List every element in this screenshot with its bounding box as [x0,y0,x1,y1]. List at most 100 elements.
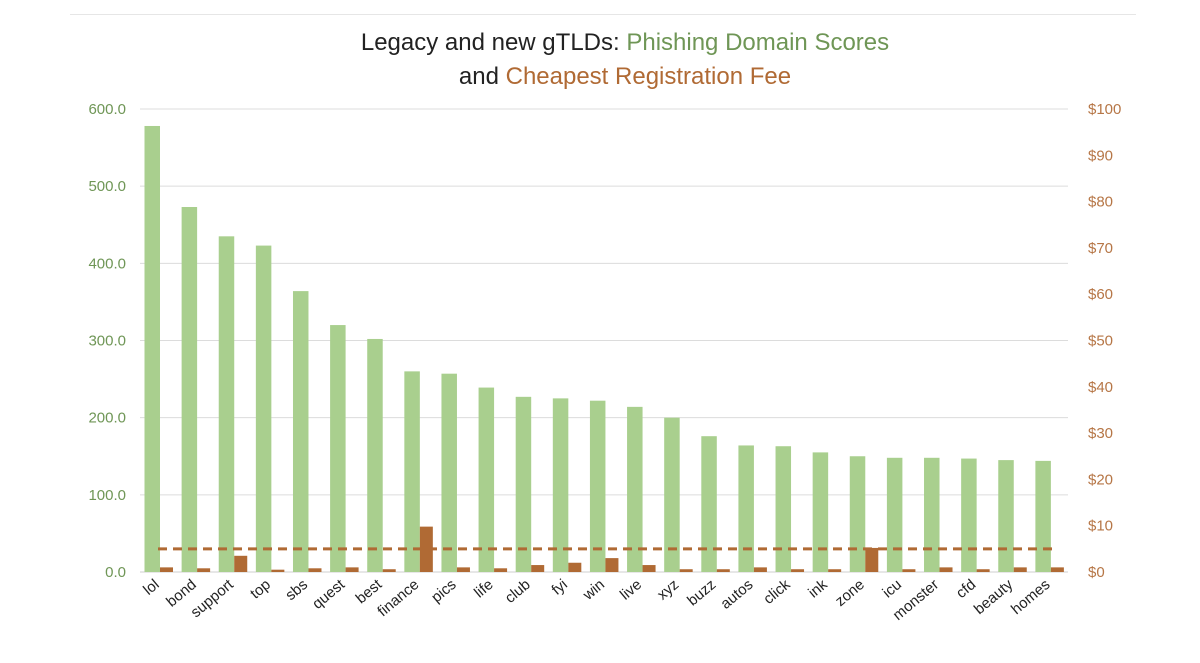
x-category-label: beauty [971,576,1017,618]
bar-phishing-score-xyz [664,417,680,572]
title-line-2: and Cheapest Registration Fee [0,60,1200,94]
bar-registration-fee-sbs [308,568,322,572]
bar-registration-fee-pics [456,567,470,572]
bar-phishing-score-beauty [998,460,1014,572]
bar-phishing-score-live [627,406,643,572]
bar-phishing-score-lol [144,125,160,572]
bar-registration-fee-monster [939,567,953,572]
x-category-label: quest [309,576,349,613]
bar-phishing-score-club [515,396,532,572]
y-right-tick-label: $70 [1088,240,1113,257]
y-right-tick-label: $30 [1088,425,1113,442]
bar-registration-fee-win [605,558,619,572]
x-category-label: buzz [684,576,719,609]
y-right-tick-label: $100 [1088,101,1121,118]
bar-registration-fee-zone [865,547,879,572]
bar-registration-fee-finance [419,526,433,572]
bar-registration-fee-support [234,555,248,572]
bar-registration-fee-fyi [568,562,582,572]
x-category-label: ink [805,576,831,602]
x-category-label: autos [717,576,756,613]
x-category-label: win [579,576,608,604]
y-right-tick-label: $20 [1088,471,1113,488]
bar-registration-fee-bond [197,568,211,572]
bar-phishing-score-finance [404,371,420,572]
x-category-label: live [617,576,645,603]
bar-registration-fee-live [642,565,656,572]
x-category-label: icu [879,576,905,601]
title-line-1: Legacy and new gTLDs: Phishing Domain Sc… [0,26,1200,60]
x-category-label: lol [140,576,162,599]
left-axis: 0.0 100.0 200.0 300.0 400.0 500.0 600.0 [88,101,126,581]
bar-phishing-score-autos [738,445,754,572]
bar-registration-fee-homes [1050,567,1064,572]
x-category-label: homes [1008,576,1053,618]
y-right-tick-label: $50 [1088,333,1113,350]
bar-registration-fee-club [531,565,545,572]
x-category-label: zone [832,576,868,610]
bar-registration-fee-top [271,569,285,572]
y-left-tick-label: 200.0 [88,410,126,427]
y-left-tick-label: 0.0 [105,564,126,581]
bar-registration-fee-autos [753,567,767,572]
y-left-tick-label: 600.0 [88,101,126,118]
top-divider [70,14,1136,15]
y-right-tick-label: $0 [1088,564,1105,581]
x-category-label: click [760,576,794,608]
x-category-label: top [247,576,274,602]
bar-registration-fee-ink [828,569,842,572]
x-category-label: finance [374,576,422,620]
bar-registration-fee-life [494,568,508,572]
bar-phishing-score-ink [812,452,829,572]
x-category-label: xyz [654,576,682,603]
y-right-tick-label: $10 [1088,518,1113,535]
chart-title: Legacy and new gTLDs: Phishing Domain Sc… [0,26,1200,94]
bar-registration-fee-buzz [716,569,730,572]
y-right-tick-label: $80 [1088,194,1113,211]
y-left-tick-label: 400.0 [88,255,126,272]
y-left-tick-label: 500.0 [88,178,126,195]
bar-phishing-score-click [775,446,792,572]
title-prefix-1: Legacy and new gTLDs: [360,29,627,56]
right-axis: $0 $10 $20 $30 $40 $50 $60 $70 $80 $90 $100 [1088,101,1121,581]
y-left-tick-label: 100.0 [88,487,126,504]
x-category-label: fyi [548,576,570,599]
title-highlight-fee: Cheapest Registration Fee [505,63,792,90]
x-category-label: sbs [282,576,311,604]
bar-phishing-score-support [218,236,235,572]
bar-phishing-score-monster [924,457,940,572]
bar-phishing-score-win [589,400,606,572]
x-category-label: club [502,576,534,607]
bar-phishing-score-homes [1035,460,1051,572]
bar-registration-fee-click [791,569,805,572]
bar-phishing-score-cfd [961,458,977,572]
bar-registration-fee-xyz [679,569,693,572]
bar-registration-fee-quest [345,567,359,572]
x-category-label: life [471,576,497,601]
title-prefix-2: and [458,63,506,90]
y-right-tick-label: $40 [1088,379,1113,396]
bar-phishing-score-zone [849,456,866,572]
bar-phishing-score-pics [441,373,457,572]
bar-phishing-score-life [478,387,495,572]
bar-phishing-score-sbs [292,291,309,572]
bar-registration-fee-icu [902,569,916,572]
bar-phishing-score-top [255,245,272,572]
x-category-label: support [188,576,238,622]
y-left-tick-label: 300.0 [88,333,126,350]
bar-phishing-score-buzz [701,436,717,572]
x-category-label: cfd [953,576,979,602]
x-category-label: pics [428,576,459,606]
bar-phishing-score-best [367,338,383,572]
bar-phishing-score-quest [330,325,346,572]
bar-phishing-score-icu [886,457,903,572]
bars [144,125,1064,573]
bar-registration-fee-best [382,569,396,572]
bar-registration-fee-cfd [976,569,990,572]
bar-registration-fee-beauty [1013,567,1027,572]
bar-registration-fee-lol [160,567,173,572]
y-right-tick-label: $90 [1088,147,1113,164]
bar-phishing-score-fyi [552,398,569,572]
